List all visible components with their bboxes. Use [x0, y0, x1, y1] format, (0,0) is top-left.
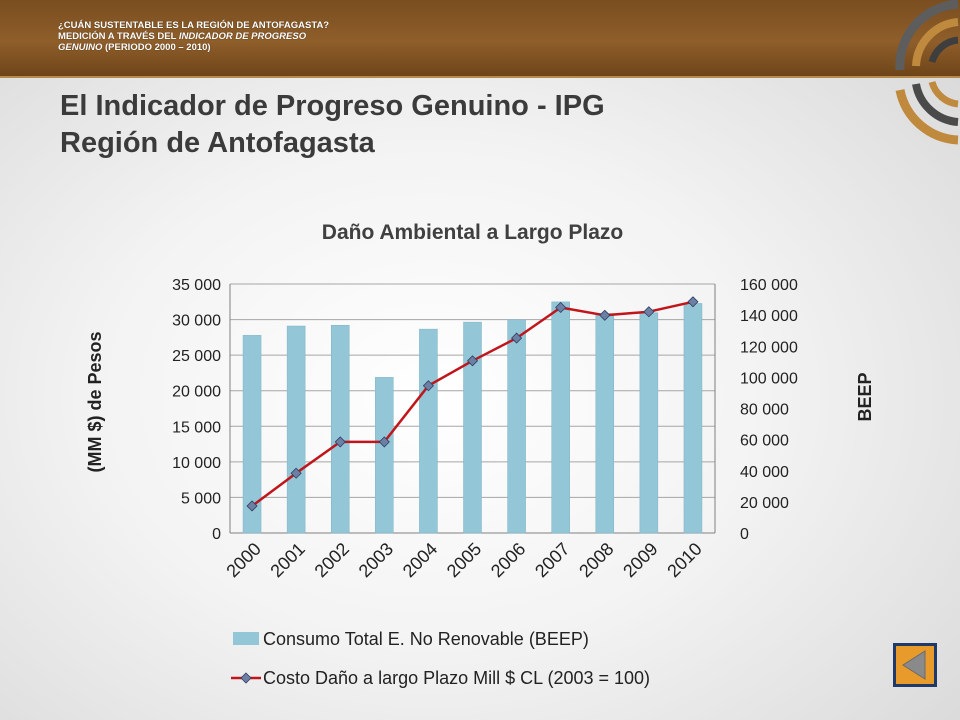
line-point — [511, 332, 523, 344]
line-point — [599, 309, 611, 321]
x-tick-label: 2003 — [355, 539, 397, 581]
legend-swatch-bar — [233, 632, 259, 645]
y-right-tick-label: 80 000 — [740, 402, 789, 419]
header-line-1: ¿CUÁN SUSTENTABLE ES LA REGIÓN DE ANTOFA… — [58, 20, 330, 31]
line-point — [555, 301, 567, 314]
slide-title-line-1: El Indicador de Progreso Genuino - IPG — [60, 90, 605, 122]
header-line-3: GENUINO (PERIODO 2000 – 2010) — [58, 42, 478, 53]
header-line-2-plain: MEDICIÓN A TRAVÉS DEL — [58, 31, 179, 42]
y-left-tick-label: 15 000 — [172, 419, 221, 436]
line-point — [246, 500, 258, 512]
y-right-tick-label: 20 000 — [740, 495, 789, 512]
bar — [463, 321, 482, 534]
legend-label-bar: Consumo Total E. No Renovable (BEEP) — [263, 629, 589, 649]
legend-swatch-marker — [240, 672, 252, 684]
x-tick-label: 2006 — [487, 539, 529, 581]
x-tick-label: 2000 — [222, 539, 264, 581]
x-tick-label: 2002 — [311, 539, 353, 581]
line-point — [466, 355, 479, 367]
bar — [375, 377, 394, 534]
y-left-tick-label: 20 000 — [172, 384, 221, 401]
line-point — [422, 380, 434, 392]
bar — [551, 301, 570, 534]
header-line-2: MEDICIÓN A TRAVÉS DEL INDICADOR DE PROGR… — [58, 31, 478, 42]
y-left-tick-label: 0 — [212, 526, 221, 543]
header-line-2-italic: INDICADOR DE PROGRESO — [178, 31, 307, 42]
legend-label-line: Costo Daño a largo Plazo Mill $ CL (2003… — [263, 668, 650, 688]
y-right-tick-label: 0 — [740, 526, 749, 543]
y-right-tick-label: 120 000 — [740, 339, 798, 356]
y-left-tick-label: 25 000 — [172, 348, 221, 365]
header-line-3-italic: GENUINO — [58, 42, 103, 53]
x-tick-label: 2001 — [267, 539, 309, 581]
bar — [507, 319, 526, 534]
left-triangle-arrow-icon — [902, 650, 926, 680]
bar — [419, 328, 438, 534]
bar — [595, 313, 615, 534]
slide-title: El Indicador de Progreso Genuino - IPG R… — [60, 88, 605, 162]
line-point — [687, 296, 699, 308]
bar — [639, 312, 659, 534]
concentric-arc-logo-icon — [895, 0, 959, 145]
header-subtitle: ¿CUÁN SUSTENTABLE ES LA REGIÓN DE ANTOFA… — [58, 20, 478, 53]
header-band — [0, 0, 960, 78]
bar — [683, 303, 703, 534]
y-right-tick-label: 140 000 — [740, 308, 798, 325]
y-right-tick-label: 100 000 — [740, 370, 798, 387]
y-right-tick-label: 40 000 — [740, 464, 789, 481]
bar — [286, 325, 306, 534]
y-left-tick-label: 5 000 — [181, 490, 221, 507]
slide-title-line-2: Región de Antofagasta — [60, 127, 375, 159]
line-point — [378, 436, 390, 448]
header-line-3-plain: (PERIODO 2000 – 2010) — [102, 42, 211, 53]
line-point — [290, 467, 302, 479]
y-right-tick-label: 160 000 — [740, 277, 798, 294]
x-tick-label: 2009 — [619, 539, 661, 581]
y-left-tick-label: 30 000 — [172, 313, 221, 330]
x-tick-label: 2010 — [663, 539, 705, 581]
chart-title: Daño Ambiental a Largo Plazo — [322, 221, 623, 244]
y-left-tick-label: 10 000 — [172, 455, 221, 472]
x-tick-label: 2005 — [443, 539, 485, 581]
line-point — [334, 436, 346, 448]
y-right-tick-label: 60 000 — [740, 433, 789, 450]
y-right-axis-label: BEEP — [855, 372, 875, 421]
bar — [242, 335, 262, 534]
line-point — [643, 306, 655, 318]
y-left-tick-label: 35 000 — [172, 277, 221, 294]
x-tick-label: 2004 — [399, 539, 441, 581]
y-left-axis-label: (MM $) de Pesos — [85, 331, 105, 472]
x-tick-label: 2008 — [575, 539, 617, 581]
x-tick-label: 2007 — [531, 539, 573, 581]
back-button[interactable] — [893, 643, 937, 687]
bar — [330, 324, 350, 534]
